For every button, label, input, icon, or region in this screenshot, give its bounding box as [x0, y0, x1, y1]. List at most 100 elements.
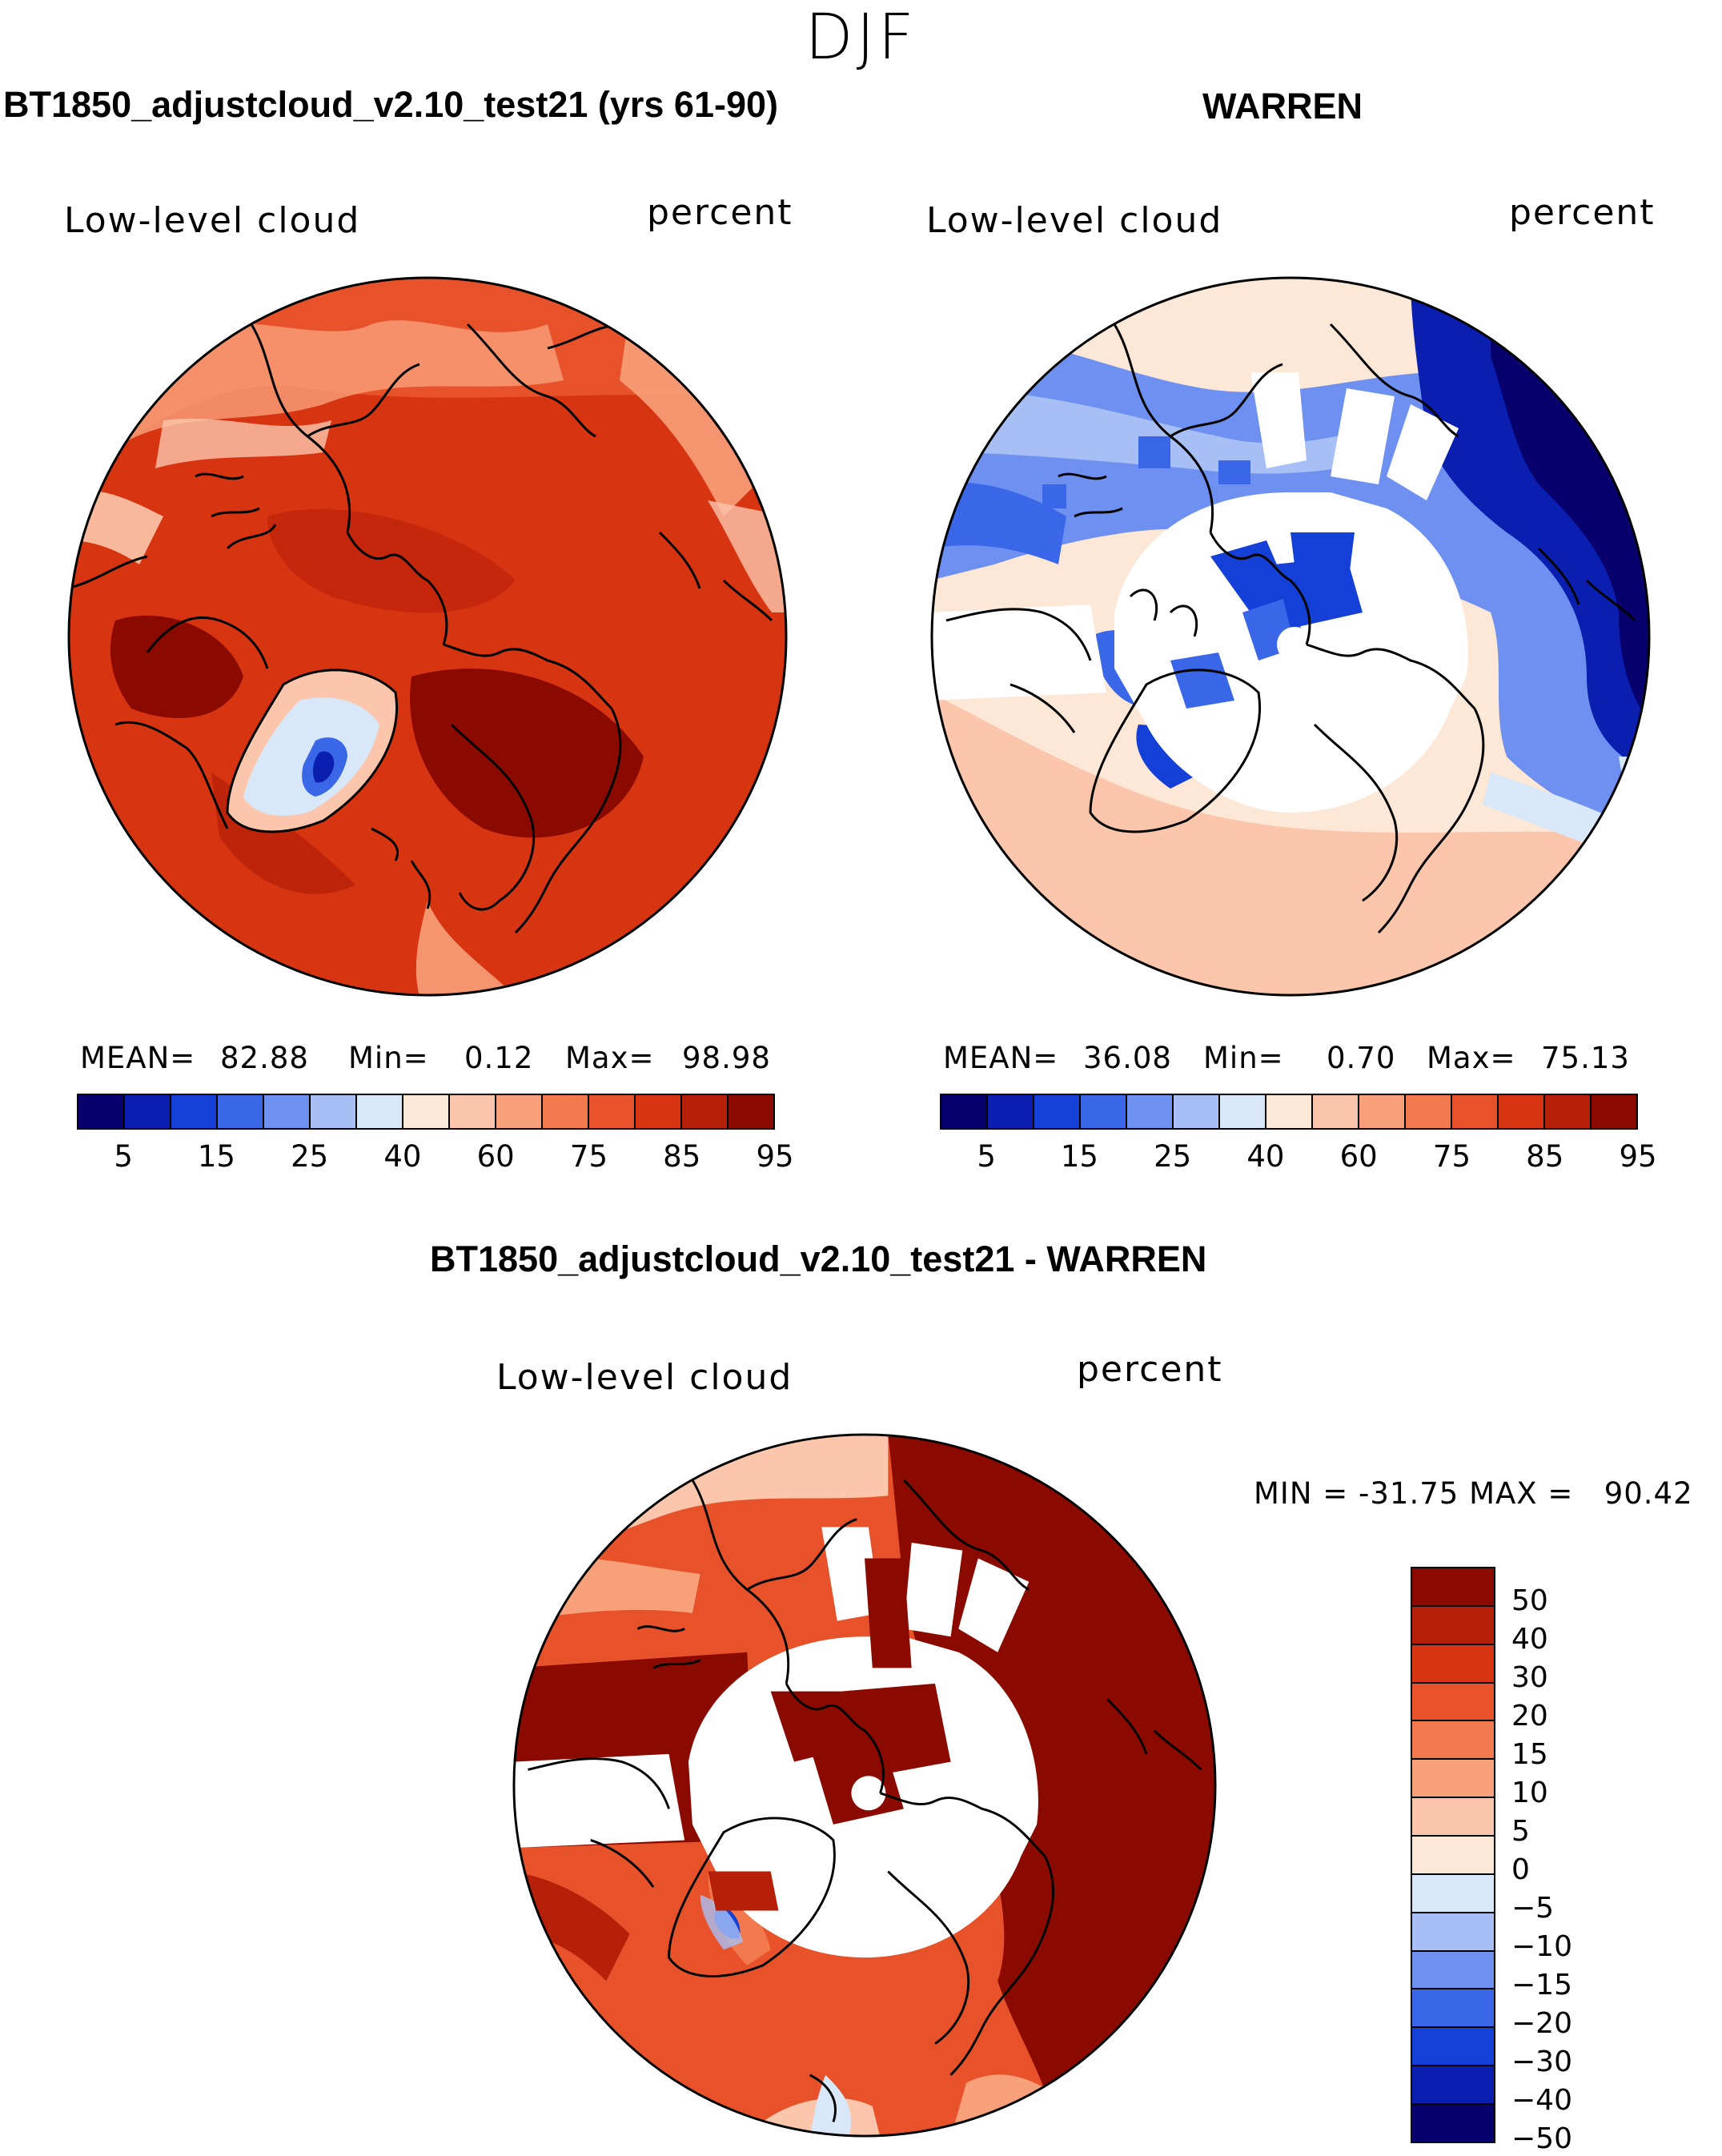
colorbar-swatch [1081, 1095, 1127, 1128]
colorbar-swatch [589, 1095, 636, 1128]
model-variable-label: Low-level cloud [64, 200, 361, 241]
diff-minmax-label: MIN = -31.75 MAX = 90.42 [1254, 1476, 1693, 1511]
model-min-label: Min= [348, 1041, 429, 1075]
colorbar-tick-label: 5 [114, 1139, 133, 1174]
colorbar-swatch [682, 1095, 729, 1128]
obs-mean-label: MEAN= [943, 1041, 1059, 1075]
colorbar-swatch [357, 1095, 403, 1128]
colorbar-swatch [1034, 1095, 1081, 1128]
colorbar-swatch [218, 1095, 264, 1128]
obs-colorbar [940, 1094, 1638, 1130]
diff-colorbar-ticks: 50 40 30 20 15 10 5 0 −5 −10 −15 −20 −30 −40 −50 [1511, 1567, 1608, 2155]
colorbar-swatch [403, 1095, 450, 1128]
colorbar-swatch [1499, 1095, 1545, 1128]
colorbar-swatch [636, 1095, 682, 1128]
colorbar-swatch [1412, 1721, 1494, 1761]
colorbar-tick-label: 25 [1154, 1139, 1192, 1174]
colorbar-swatch [1412, 1798, 1494, 1837]
colorbar-swatch [1359, 1095, 1406, 1128]
colorbar-tick-label: 5 [1511, 1815, 1530, 1848]
obs-max-label: Max= [1427, 1041, 1516, 1075]
model-units-label: percent [647, 192, 793, 233]
colorbar-swatch [264, 1095, 311, 1128]
colorbar-tick-label: −10 [1511, 1930, 1572, 1963]
model-min-value: 0.12 [464, 1041, 534, 1075]
model-colorbar [77, 1094, 775, 1130]
colorbar-swatch [1412, 2066, 1494, 2106]
model-mean-label: MEAN= [80, 1041, 196, 1075]
colorbar-tick-label: 75 [569, 1139, 608, 1174]
model-panel-title: BT1850_adjustcloud_v2.10_test21 (yrs 61-… [3, 84, 779, 125]
colorbar-tick-label: 95 [1619, 1139, 1657, 1174]
model-max-value: 98.98 [682, 1041, 771, 1075]
obs-min-label: Min= [1203, 1041, 1284, 1075]
colorbar-tick-label: 85 [1526, 1139, 1564, 1174]
colorbar-swatch [1266, 1095, 1313, 1128]
colorbar-tick-label: 25 [291, 1139, 329, 1174]
obs-min-value: 0.70 [1327, 1041, 1396, 1075]
colorbar-swatch [311, 1095, 357, 1128]
colorbar-swatch [171, 1095, 218, 1128]
obs-panel-title: WARREN [1202, 86, 1363, 126]
obs-mean-value: 36.08 [1083, 1041, 1172, 1075]
colorbar-swatch [941, 1095, 988, 1128]
colorbar-tick-label: 15 [1511, 1738, 1548, 1771]
colorbar-swatch [1313, 1095, 1359, 1128]
colorbar-tick-label: 85 [663, 1139, 701, 1174]
obs-polar-map [930, 276, 1651, 997]
colorbar-tick-label: −50 [1511, 2122, 1572, 2155]
colorbar-tick-label: 40 [1246, 1139, 1285, 1174]
obs-units-label: percent [1509, 192, 1656, 233]
colorbar-swatch [1220, 1095, 1266, 1128]
colorbar-swatch [125, 1095, 171, 1128]
colorbar-tick-label: 20 [1511, 1700, 1548, 1732]
colorbar-tick-label: −30 [1511, 2046, 1572, 2078]
colorbar-swatch [1412, 1951, 1494, 1990]
colorbar-tick-label: 10 [1511, 1777, 1548, 1809]
model-mean-value: 82.88 [220, 1041, 309, 1075]
colorbar-swatch [1406, 1095, 1452, 1128]
colorbar-tick-label: 0 [1511, 1853, 1530, 1886]
colorbar-tick-label: 50 [1511, 1584, 1548, 1617]
colorbar-swatch [988, 1095, 1034, 1128]
colorbar-swatch [1412, 1760, 1494, 1799]
colorbar-swatch [1412, 1683, 1494, 1722]
colorbar-tick-label: 75 [1432, 1139, 1471, 1174]
obs-variable-label: Low-level cloud [926, 200, 1223, 241]
colorbar-tick-label: 15 [1060, 1139, 1098, 1174]
colorbar-tick-label: 60 [1339, 1139, 1378, 1174]
colorbar-swatch [450, 1095, 496, 1128]
colorbar-swatch [1412, 1568, 1494, 1607]
colorbar-swatch [1412, 2028, 1494, 2067]
colorbar-swatch [1412, 1606, 1494, 1645]
colorbar-swatch [1452, 1095, 1499, 1128]
diff-variable-label: Low-level cloud [496, 1357, 793, 1398]
colorbar-tick-label: 5 [977, 1139, 996, 1174]
obs-max-value: 75.13 [1541, 1041, 1630, 1075]
colorbar-tick-label: 15 [197, 1139, 235, 1174]
colorbar-swatch [1412, 1837, 1494, 1875]
colorbar-swatch [1592, 1095, 1636, 1128]
colorbar-swatch [1412, 2105, 1494, 2142]
colorbar-tick-label: 95 [756, 1139, 794, 1174]
diff-panel-title: BT1850_adjustcloud_v2.10_test21 - WARREN [430, 1239, 1207, 1279]
model-polar-map [67, 276, 788, 997]
colorbar-swatch [1412, 1913, 1494, 1952]
model-max-label: Max= [565, 1041, 655, 1075]
diff-polar-map [512, 1433, 1217, 2138]
colorbar-tick-label: −40 [1511, 2084, 1572, 2117]
colorbar-swatch [1412, 1644, 1494, 1684]
colorbar-swatch [496, 1095, 543, 1128]
colorbar-swatch [1412, 1874, 1494, 1913]
colorbar-swatch [1174, 1095, 1220, 1128]
obs-colorbar-ticks: 5 15 25 40 60 75 85 95 [863, 1139, 1722, 1175]
colorbar-tick-label: 40 [1511, 1623, 1548, 1656]
colorbar-tick-label: −5 [1511, 1892, 1555, 1925]
colorbar-tick-label: 60 [476, 1139, 515, 1174]
colorbar-swatch [543, 1095, 589, 1128]
colorbar-tick-label: −20 [1511, 2007, 1572, 2040]
colorbar-tick-label: 40 [383, 1139, 422, 1174]
diff-units-label: percent [1077, 1349, 1223, 1390]
model-colorbar-ticks: 5 15 25 40 60 75 85 95 [0, 1139, 881, 1175]
colorbar-swatch [729, 1095, 773, 1128]
